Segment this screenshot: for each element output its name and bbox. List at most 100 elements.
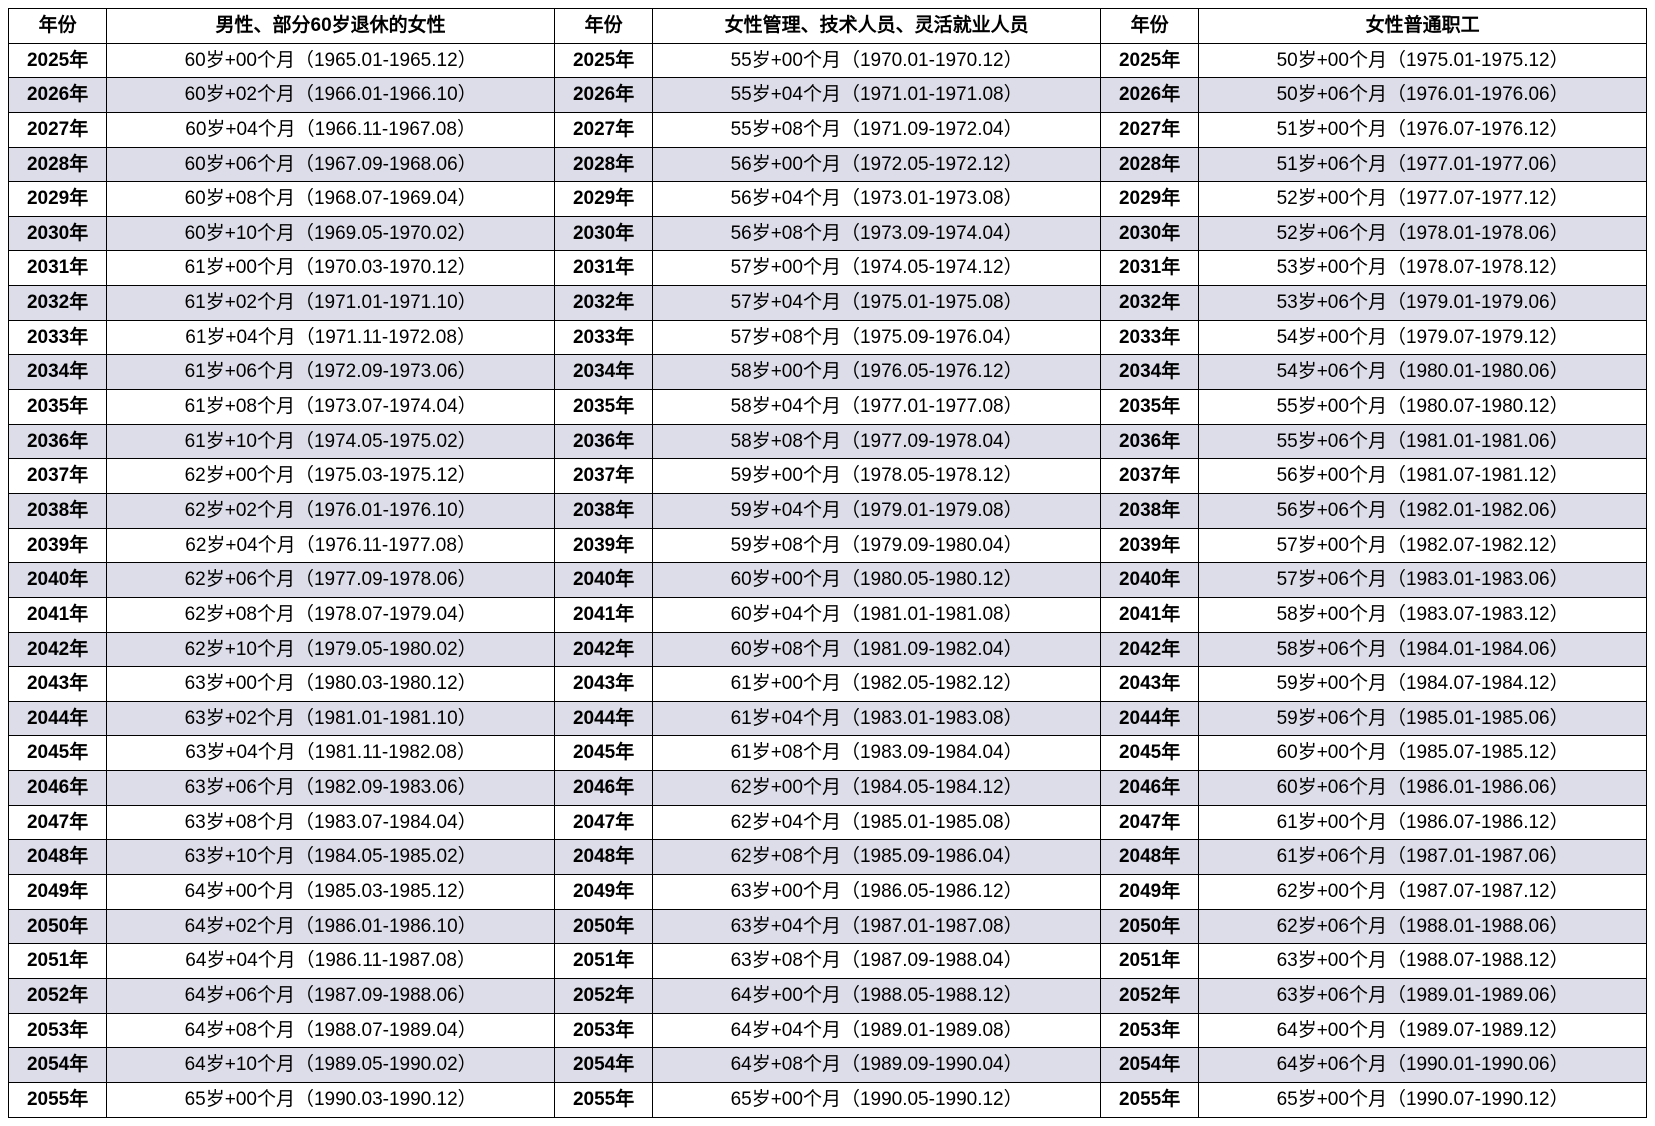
cell-year: 2045年 <box>9 736 107 771</box>
cell-group-1: 64岁+06个月（1987.09-1988.06） <box>107 978 555 1013</box>
cell-group-1: 64岁+04个月（1986.11-1987.08） <box>107 944 555 979</box>
cell-year: 2045年 <box>1100 736 1198 771</box>
cell-group-3: 53岁+00个月（1978.07-1978.12） <box>1199 251 1647 286</box>
cell-group-1: 60岁+02个月（1966.01-1966.10） <box>107 78 555 113</box>
cell-year: 2048年 <box>554 840 652 875</box>
cell-year: 2037年 <box>1100 459 1198 494</box>
cell-group-2: 63岁+08个月（1987.09-1988.04） <box>653 944 1101 979</box>
header-group-2: 女性管理、技术人员、灵活就业人员 <box>653 9 1101 44</box>
cell-year: 2026年 <box>1100 78 1198 113</box>
cell-year: 2034年 <box>9 355 107 390</box>
cell-group-2: 60岁+04个月（1981.01-1981.08） <box>653 597 1101 632</box>
table-row: 2050年64岁+02个月（1986.01-1986.10）2050年63岁+0… <box>9 909 1647 944</box>
cell-group-3: 50岁+00个月（1975.01-1975.12） <box>1199 43 1647 78</box>
cell-group-1: 61岁+06个月（1972.09-1973.06） <box>107 355 555 390</box>
table-row: 2032年61岁+02个月（1971.01-1971.10）2032年57岁+0… <box>9 286 1647 321</box>
cell-year: 2039年 <box>9 528 107 563</box>
cell-group-2: 63岁+04个月（1987.01-1987.08） <box>653 909 1101 944</box>
cell-year: 2040年 <box>1100 563 1198 598</box>
cell-year: 2042年 <box>1100 632 1198 667</box>
cell-year: 2052年 <box>9 978 107 1013</box>
cell-group-1: 62岁+10个月（1979.05-1980.02） <box>107 632 555 667</box>
table-row: 2034年61岁+06个月（1972.09-1973.06）2034年58岁+0… <box>9 355 1647 390</box>
cell-year: 2048年 <box>1100 840 1198 875</box>
cell-group-3: 59岁+06个月（1985.01-1985.06） <box>1199 701 1647 736</box>
cell-year: 2029年 <box>1100 182 1198 217</box>
table-row: 2040年62岁+06个月（1977.09-1978.06）2040年60岁+0… <box>9 563 1647 598</box>
header-group-3: 女性普通职工 <box>1199 9 1647 44</box>
cell-year: 2032年 <box>1100 286 1198 321</box>
header-year-3: 年份 <box>1100 9 1198 44</box>
table-row: 2046年63岁+06个月（1982.09-1983.06）2046年62岁+0… <box>9 771 1647 806</box>
cell-group-3: 59岁+00个月（1984.07-1984.12） <box>1199 667 1647 702</box>
table-row: 2025年60岁+00个月（1965.01-1965.12）2025年55岁+0… <box>9 43 1647 78</box>
table-row: 2054年64岁+10个月（1989.05-1990.02）2054年64岁+0… <box>9 1048 1647 1083</box>
cell-group-3: 50岁+06个月（1976.01-1976.06） <box>1199 78 1647 113</box>
cell-group-2: 59岁+08个月（1979.09-1980.04） <box>653 528 1101 563</box>
cell-group-2: 55岁+08个月（1971.09-1972.04） <box>653 112 1101 147</box>
cell-group-2: 60岁+08个月（1981.09-1982.04） <box>653 632 1101 667</box>
cell-year: 2035年 <box>9 390 107 425</box>
cell-year: 2047年 <box>554 805 652 840</box>
table-body: 2025年60岁+00个月（1965.01-1965.12）2025年55岁+0… <box>9 43 1647 1117</box>
cell-year: 2054年 <box>554 1048 652 1083</box>
cell-year: 2044年 <box>9 701 107 736</box>
table-row: 2047年63岁+08个月（1983.07-1984.04）2047年62岁+0… <box>9 805 1647 840</box>
table-row: 2027年60岁+04个月（1966.11-1967.08）2027年55岁+0… <box>9 112 1647 147</box>
cell-year: 2028年 <box>554 147 652 182</box>
cell-year: 2046年 <box>554 771 652 806</box>
cell-group-2: 58岁+04个月（1977.01-1977.08） <box>653 390 1101 425</box>
cell-year: 2030年 <box>554 216 652 251</box>
cell-group-2: 59岁+00个月（1978.05-1978.12） <box>653 459 1101 494</box>
cell-group-3: 52岁+06个月（1978.01-1978.06） <box>1199 216 1647 251</box>
table-row: 2037年62岁+00个月（1975.03-1975.12）2037年59岁+0… <box>9 459 1647 494</box>
cell-year: 2054年 <box>9 1048 107 1083</box>
cell-year: 2033年 <box>1100 320 1198 355</box>
table-row: 2048年63岁+10个月（1984.05-1985.02）2048年62岁+0… <box>9 840 1647 875</box>
table-row: 2052年64岁+06个月（1987.09-1988.06）2052年64岁+0… <box>9 978 1647 1013</box>
cell-year: 2053年 <box>554 1013 652 1048</box>
cell-group-3: 55岁+06个月（1981.01-1981.06） <box>1199 424 1647 459</box>
cell-year: 2052年 <box>554 978 652 1013</box>
cell-year: 2047年 <box>9 805 107 840</box>
cell-group-1: 63岁+10个月（1984.05-1985.02） <box>107 840 555 875</box>
cell-year: 2053年 <box>9 1013 107 1048</box>
table-header-row: 年份 男性、部分60岁退休的女性 年份 女性管理、技术人员、灵活就业人员 年份 … <box>9 9 1647 44</box>
cell-group-3: 57岁+00个月（1982.07-1982.12） <box>1199 528 1647 563</box>
cell-group-1: 61岁+10个月（1974.05-1975.02） <box>107 424 555 459</box>
cell-year: 2030年 <box>9 216 107 251</box>
cell-year: 2038年 <box>554 493 652 528</box>
cell-group-1: 62岁+02个月（1976.01-1976.10） <box>107 493 555 528</box>
cell-group-2: 56岁+00个月（1972.05-1972.12） <box>653 147 1101 182</box>
cell-year: 2039年 <box>1100 528 1198 563</box>
table-row: 2028年60岁+06个月（1967.09-1968.06）2028年56岁+0… <box>9 147 1647 182</box>
cell-group-3: 60岁+00个月（1985.07-1985.12） <box>1199 736 1647 771</box>
cell-group-1: 61岁+00个月（1970.03-1970.12） <box>107 251 555 286</box>
table-row: 2038年62岁+02个月（1976.01-1976.10）2038年59岁+0… <box>9 493 1647 528</box>
cell-year: 2027年 <box>554 112 652 147</box>
cell-year: 2049年 <box>1100 875 1198 910</box>
table-row: 2051年64岁+04个月（1986.11-1987.08）2051年63岁+0… <box>9 944 1647 979</box>
cell-year: 2038年 <box>9 493 107 528</box>
cell-year: 2038年 <box>1100 493 1198 528</box>
cell-group-3: 61岁+00个月（1986.07-1986.12） <box>1199 805 1647 840</box>
cell-group-2: 58岁+00个月（1976.05-1976.12） <box>653 355 1101 390</box>
cell-group-1: 63岁+02个月（1981.01-1981.10） <box>107 701 555 736</box>
cell-year: 2037年 <box>554 459 652 494</box>
cell-year: 2030年 <box>1100 216 1198 251</box>
cell-year: 2054年 <box>1100 1048 1198 1083</box>
table-row: 2043年63岁+00个月（1980.03-1980.12）2043年61岁+0… <box>9 667 1647 702</box>
cell-year: 2028年 <box>1100 147 1198 182</box>
table-row: 2026年60岁+02个月（1966.01-1966.10）2026年55岁+0… <box>9 78 1647 113</box>
cell-group-2: 56岁+08个月（1973.09-1974.04） <box>653 216 1101 251</box>
cell-group-3: 56岁+06个月（1982.01-1982.06） <box>1199 493 1647 528</box>
table-row: 2035年61岁+08个月（1973.07-1974.04）2035年58岁+0… <box>9 390 1647 425</box>
cell-group-2: 64岁+04个月（1989.01-1989.08） <box>653 1013 1101 1048</box>
cell-group-2: 58岁+08个月（1977.09-1978.04） <box>653 424 1101 459</box>
header-group-1: 男性、部分60岁退休的女性 <box>107 9 555 44</box>
cell-group-2: 57岁+04个月（1975.01-1975.08） <box>653 286 1101 321</box>
cell-group-3: 63岁+00个月（1988.07-1988.12） <box>1199 944 1647 979</box>
cell-year: 2042年 <box>554 632 652 667</box>
cell-year: 2055年 <box>1100 1082 1198 1117</box>
cell-group-3: 56岁+00个月（1981.07-1981.12） <box>1199 459 1647 494</box>
